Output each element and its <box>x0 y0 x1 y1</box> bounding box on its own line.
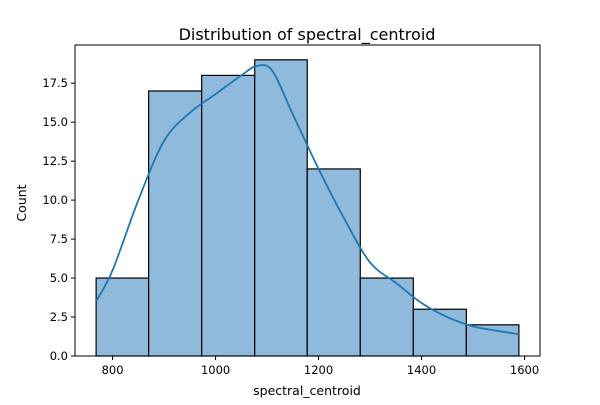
histogram-bar <box>254 59 308 357</box>
ticks-layer: 800 1000 1200 1400 1600 0.0 2.5 5.0 7.5 10.0 12.5 1… <box>42 76 539 377</box>
chart-title: Distribution of spectral_centroid <box>179 25 436 45</box>
x-axis-label: spectral_centroid <box>253 383 361 398</box>
bars-layer <box>95 59 520 357</box>
y-tick-label: 7.5 <box>50 232 68 246</box>
x-tick-label: 1600 <box>510 363 539 377</box>
y-tick-label: 10.0 <box>42 193 68 207</box>
y-tick-label: 12.5 <box>42 154 68 168</box>
x-tick-label: 1400 <box>407 363 436 377</box>
histogram-bar <box>201 74 256 357</box>
histogram-bar <box>148 90 203 357</box>
kde-layer <box>95 64 520 336</box>
y-tick-label: 2.5 <box>50 310 68 324</box>
x-tick-label: 1200 <box>304 363 333 377</box>
x-tick-label: 800 <box>102 363 124 377</box>
y-tick-label: 0.0 <box>50 349 68 363</box>
kde-line <box>95 64 520 336</box>
histogram-bar <box>412 308 467 357</box>
y-tick-label: 15.0 <box>42 115 68 129</box>
histogram-bar <box>95 277 150 357</box>
y-tick-label: 5.0 <box>50 271 68 285</box>
y-axis-label: Count <box>14 184 29 221</box>
histogram-bar <box>306 168 361 357</box>
y-tick-label: 17.5 <box>42 76 68 90</box>
x-tick-label: 1000 <box>201 363 230 377</box>
histogram-bar <box>359 277 414 357</box>
